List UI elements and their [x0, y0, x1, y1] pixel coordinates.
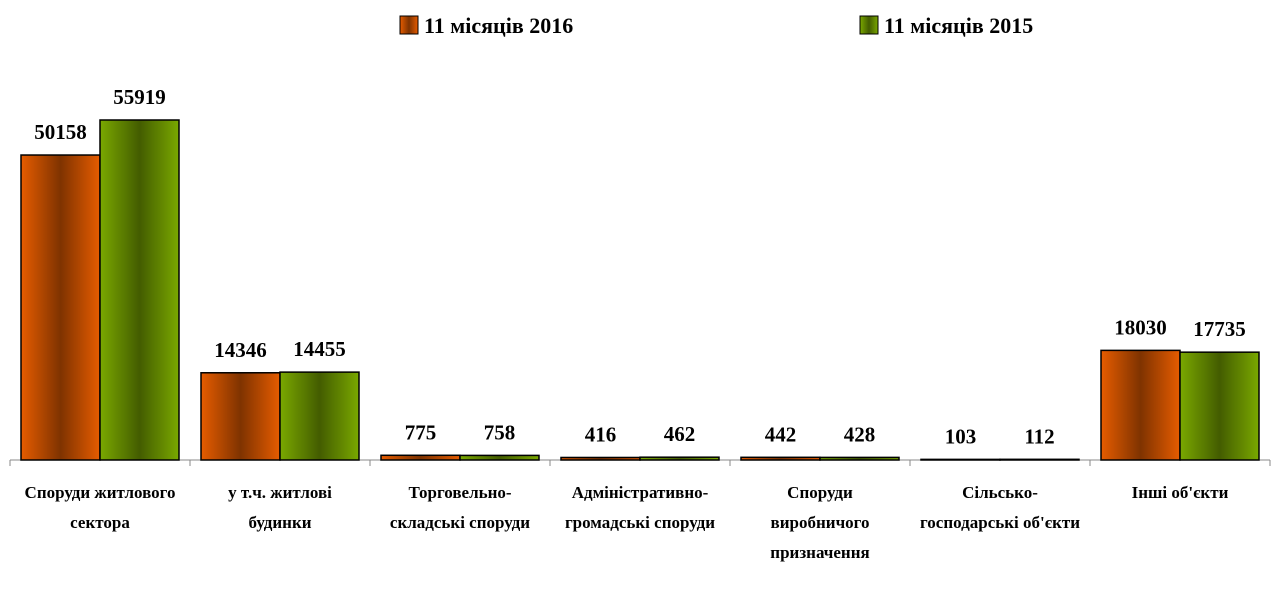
- bar-shade: [1101, 350, 1180, 460]
- bar-shade: [1000, 459, 1079, 460]
- bar-shade: [640, 457, 719, 460]
- bar-shade: [100, 120, 179, 460]
- bar-shade: [820, 457, 899, 460]
- legend-label: 11 місяців 2016: [424, 13, 573, 38]
- bar-shade: [280, 372, 359, 460]
- value-label: 416: [585, 422, 617, 446]
- bar-shade: [921, 459, 1000, 460]
- legend-label: 11 місяців 2015: [884, 13, 1033, 38]
- value-label: 112: [1024, 424, 1054, 448]
- bar-shade: [741, 457, 820, 460]
- bar-shade: [381, 455, 460, 460]
- value-label: 462: [664, 422, 696, 446]
- value-label: 758: [484, 420, 516, 444]
- bar-shade: [1180, 352, 1259, 460]
- value-label: 103: [945, 424, 977, 448]
- value-label: 442: [765, 422, 797, 446]
- value-label: 50158: [34, 120, 87, 144]
- value-label: 17735: [1193, 317, 1246, 341]
- legend-shade: [400, 16, 418, 34]
- value-label: 18030: [1114, 315, 1167, 339]
- legend-shade: [860, 16, 878, 34]
- value-label: 775: [405, 420, 437, 444]
- bar-shade: [21, 155, 100, 460]
- x-tick-label: Інші об'єкти: [1131, 483, 1229, 502]
- x-tick-label: у т.ч. житлові будинки: [228, 483, 332, 532]
- value-label: 428: [844, 422, 876, 446]
- bar-shade: [561, 457, 640, 460]
- value-label: 14346: [214, 338, 267, 362]
- value-label: 55919: [113, 85, 166, 109]
- x-tick-label: Адміністративно-громадські споруди: [564, 483, 716, 532]
- value-label: 14455: [293, 337, 346, 361]
- bar-shade: [460, 455, 539, 460]
- bar-shade: [201, 372, 280, 460]
- x-tick-label: Споруди виробничого призначення: [770, 483, 870, 562]
- x-tick-label: Сільсько-господарські об'єкти: [920, 483, 1081, 532]
- x-tick-label: Споруди житлового сектора: [24, 483, 176, 532]
- x-tick-label: Торговельно-складські споруди: [389, 483, 531, 532]
